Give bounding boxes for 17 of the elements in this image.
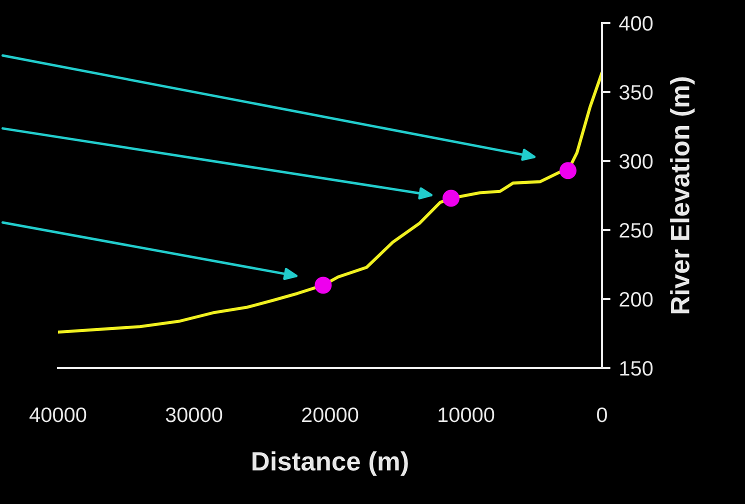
y-tick-label: 250 [620, 223, 653, 238]
x-tick-label: 30000 [166, 407, 222, 422]
y-tick-label: 300 [619, 154, 653, 169]
point [559, 162, 577, 180]
x-tick-label: 0 [597, 407, 607, 422]
y-axis-title: River Elevation (m) [670, 77, 695, 314]
x-axis-title: Distance (m) [252, 451, 408, 476]
point [442, 190, 460, 207]
line-series [58, 71, 602, 334]
y-tick-label: 200 [620, 292, 653, 307]
point [314, 276, 332, 294]
x-tick-label: 10000 [438, 407, 494, 422]
y-tick-label: 350 [619, 85, 653, 100]
x-tick-label: 40000 [30, 407, 86, 422]
y-tick-label: 400 [619, 16, 653, 31]
x-tick-label: 20000 [302, 407, 358, 422]
y-tick-label: 150 [620, 361, 653, 376]
